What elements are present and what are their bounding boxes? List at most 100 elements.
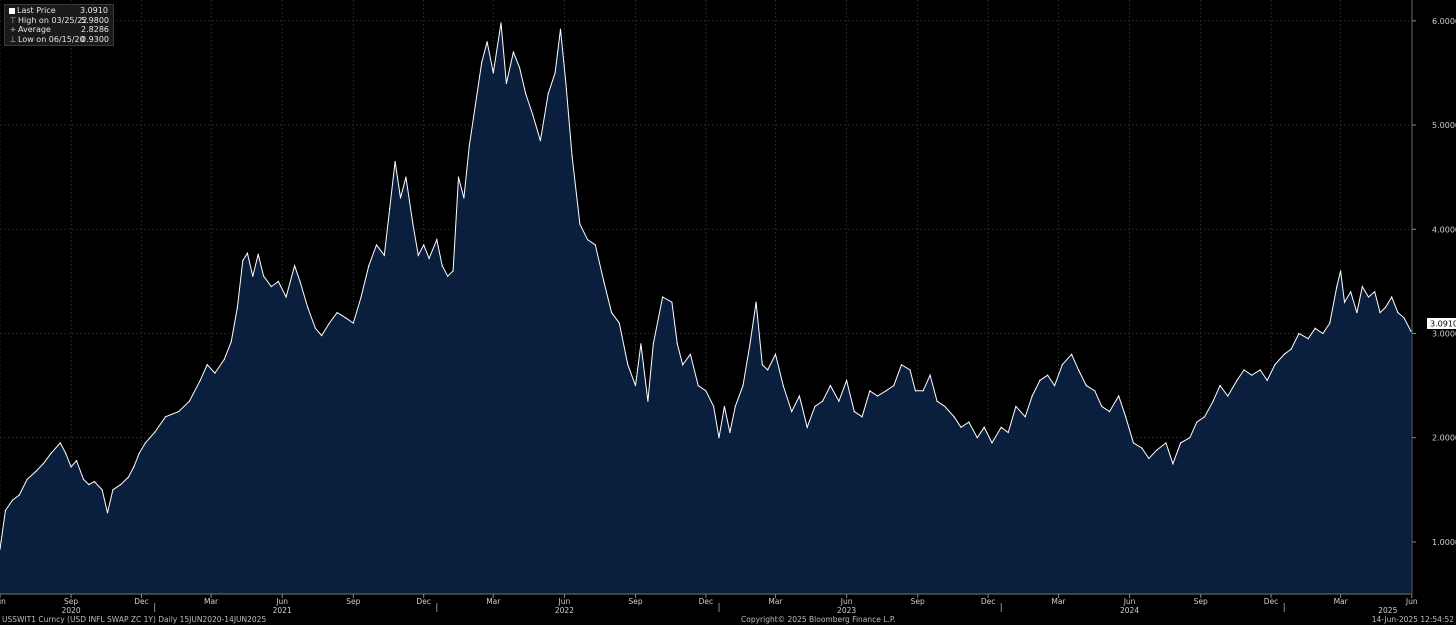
data-point [412, 223, 414, 225]
legend-label: Average [18, 25, 51, 34]
data-point [35, 470, 37, 472]
data-point [1141, 447, 1143, 449]
x-tick-label: Jun [275, 597, 288, 606]
data-point [565, 82, 567, 84]
data-point [1266, 379, 1268, 381]
data-point [953, 416, 955, 418]
data-point [893, 384, 895, 387]
x-tick-label: Sep [64, 597, 78, 606]
data-point [368, 265, 370, 267]
data-point [88, 483, 90, 486]
data-point [1236, 379, 1238, 381]
data-point [1156, 449, 1158, 451]
data-point [518, 67, 521, 69]
y-tick-label: 2.0000 [1432, 434, 1456, 443]
data-point [755, 301, 757, 303]
data-point [671, 301, 673, 303]
data-point [1227, 395, 1229, 397]
data-point [512, 51, 514, 53]
data-point [586, 239, 589, 241]
data-point [829, 384, 831, 387]
data-point [70, 466, 72, 468]
x-axis: Jun Sep Dec Mar Jun Sep Dec Mar Jun Sep Dec Mar Jun S… [0, 593, 1418, 615]
x-tick-label: Mar [768, 597, 783, 606]
data-point [474, 103, 477, 105]
high-marker-icon: ⊤ [9, 15, 17, 25]
legend-value: 5.9800 [81, 15, 109, 25]
legend: Last Price 3.0910 ⊤ High on 03/25/22 5.9… [4, 4, 114, 46]
legend-label: Low on 06/15/20 [18, 34, 85, 44]
data-point [983, 426, 985, 428]
data-point [627, 364, 629, 366]
data-point [1196, 421, 1198, 423]
data-point [729, 431, 731, 434]
data-point [481, 61, 483, 64]
data-point [1108, 411, 1111, 413]
data-point [299, 280, 301, 282]
data-point [206, 364, 208, 366]
data-point [263, 275, 265, 277]
data-point [11, 499, 13, 501]
data-point [1391, 296, 1393, 298]
x-tick-label: Dec [134, 597, 149, 606]
legend-value: 2.8286 [81, 25, 109, 34]
data-point [375, 244, 378, 246]
data-point [1290, 348, 1292, 350]
data-point [976, 437, 978, 439]
data-point [188, 400, 191, 402]
data-point [1329, 322, 1331, 324]
data-point [463, 197, 465, 199]
data-point [1251, 374, 1253, 376]
legend-low: ⊥ Low on 06/15/20 0.9300 [8, 35, 109, 45]
x-year-label: 2025 [1378, 606, 1397, 615]
data-point [1283, 353, 1285, 355]
data-point [101, 489, 103, 491]
data-point [1132, 442, 1135, 444]
data-point [1356, 312, 1358, 314]
x-tick-label: Jun [840, 597, 853, 606]
data-point [394, 160, 396, 163]
data-point [1274, 364, 1276, 366]
data-point [782, 384, 784, 387]
legend-label: High on 03/25/22 [18, 15, 88, 25]
data-point [1259, 369, 1261, 371]
data-point [846, 379, 848, 381]
x-tick-label: Jun [0, 597, 6, 606]
legend-label: Last Price [17, 6, 56, 15]
data-point [718, 437, 720, 439]
data-point [618, 322, 620, 324]
data-point [944, 405, 946, 408]
data-point [1340, 270, 1342, 272]
data-point [1077, 369, 1080, 371]
x-tick-label: Mar [486, 597, 501, 606]
data-point [1070, 353, 1073, 355]
y-tick-label: 3.0000 [1432, 329, 1456, 338]
data-point [594, 244, 596, 246]
y-tick-label: 5.0000 [1432, 121, 1456, 130]
data-point [399, 197, 402, 199]
x-year-label: 2024 [1120, 606, 1139, 615]
x-tick-label: Sep [911, 597, 925, 606]
data-point [960, 426, 962, 428]
ticker-description: USSWIT1 Curncy (USD INFL SWAP ZC 1Y) Dai… [2, 615, 267, 624]
data-point [246, 252, 249, 254]
data-point [252, 275, 254, 277]
data-point [223, 358, 225, 361]
data-point [909, 369, 911, 371]
legend-value: 0.9300 [81, 34, 109, 44]
last-price-icon [9, 7, 15, 14]
data-point [500, 22, 502, 24]
data-point [571, 155, 573, 157]
data-point [798, 395, 801, 397]
data-point [1118, 395, 1120, 397]
low-marker-icon: ⊥ [9, 34, 17, 44]
data-point [138, 452, 140, 454]
data-point [1322, 332, 1324, 335]
data-point [876, 395, 879, 397]
data-point [1307, 338, 1309, 340]
data-point [457, 176, 460, 178]
data-point [164, 416, 167, 418]
x-tick-label: Mar [1051, 597, 1066, 606]
data-point [1015, 405, 1017, 408]
last-price-label: 3.0910 [1430, 319, 1456, 328]
